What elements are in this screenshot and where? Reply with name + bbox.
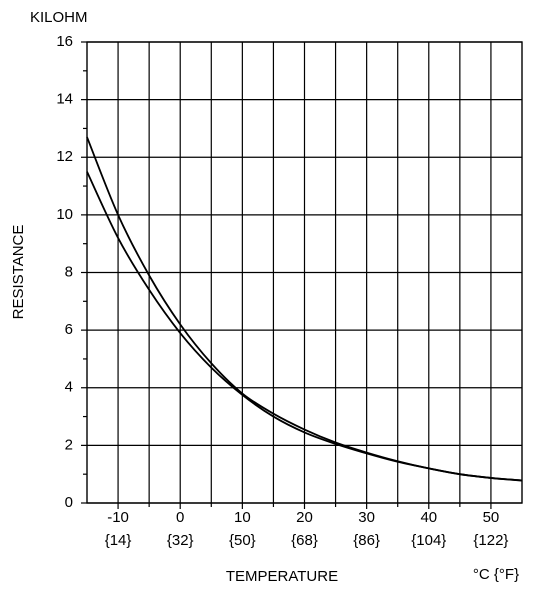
x-tick-label: 20 [296, 509, 313, 526]
x-tick-label-secondary: {50} [229, 532, 256, 549]
y-axis-label: RESISTANCE [10, 225, 27, 320]
y-tick-label: 0 [65, 494, 73, 511]
y-tick-label: 16 [56, 33, 73, 50]
y-tick-label: 4 [65, 379, 73, 396]
y-tick-label: 8 [65, 263, 73, 280]
y-tick-label: 12 [56, 148, 73, 165]
x-tick-label-secondary: {104} [411, 532, 446, 549]
x-tick-label-secondary: {14} [105, 532, 132, 549]
x-tick-label-secondary: {68} [291, 532, 318, 549]
x-unit-label: °C {°F} [473, 566, 519, 583]
x-tick-label: 50 [483, 509, 500, 526]
x-tick-label: 0 [176, 509, 184, 526]
x-tick-label-secondary: {32} [167, 532, 194, 549]
y-tick-label: 14 [56, 91, 73, 108]
y-tick-label: 6 [65, 321, 73, 338]
x-tick-label: 10 [234, 509, 251, 526]
x-tick-label: -10 [107, 509, 129, 526]
y-tick-label: 10 [56, 206, 73, 223]
x-axis-label: TEMPERATURE [226, 568, 338, 585]
x-tick-label: 40 [420, 509, 437, 526]
x-tick-label-secondary: {86} [353, 532, 380, 549]
y-tick-label: 2 [65, 436, 73, 453]
curve [86, 171, 523, 482]
plot-frame [86, 41, 523, 504]
x-tick-label: 30 [358, 509, 375, 526]
x-tick-label-secondary: {122} [473, 532, 508, 549]
y-unit-label: KILOHM [30, 9, 88, 26]
